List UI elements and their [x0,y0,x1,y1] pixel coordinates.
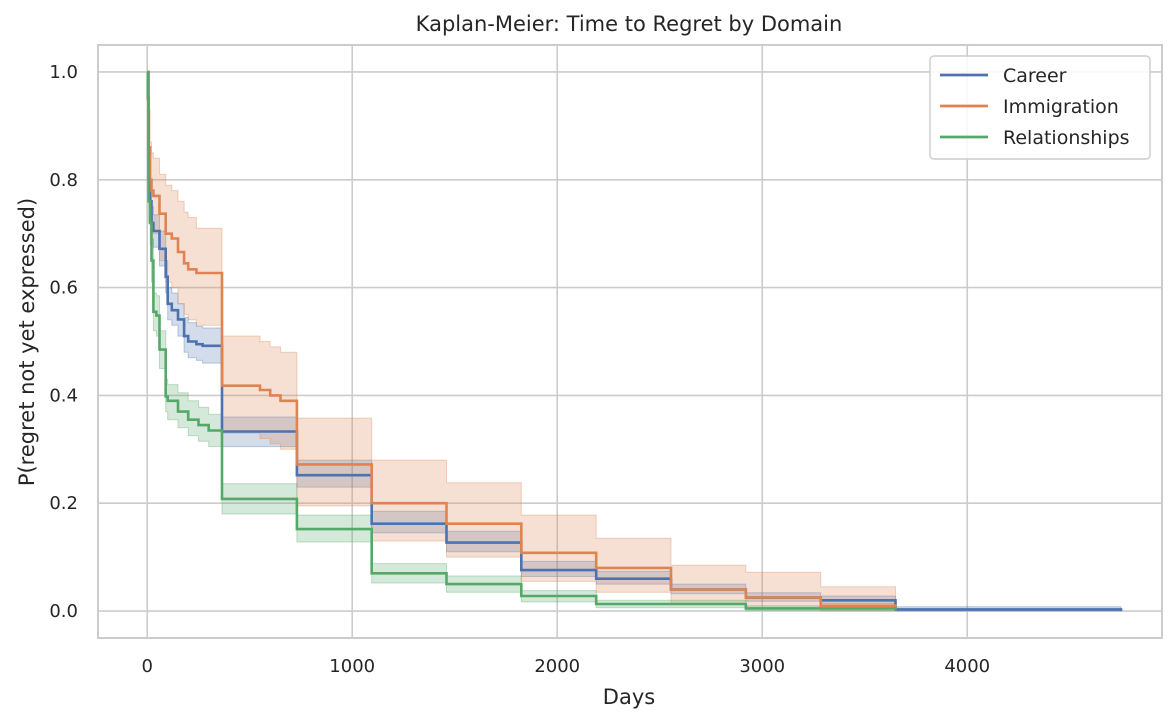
y-tick-label: 0.8 [49,170,78,191]
y-tick-label: 1.0 [49,62,78,83]
y-tick-label: 0.0 [49,601,78,622]
y-tick-label: 0.4 [49,385,78,406]
x-tick-label: 2000 [534,656,580,677]
plot-frame [97,44,1163,639]
survival-curves [146,70,1123,611]
series-line-relationships [146,70,897,611]
x-tick-label: 3000 [739,656,785,677]
tick-labels: 0 1000 2000 3000 4000 0.0 0.2 0.4 0.6 0.8 1.0 [49,62,990,677]
legend-label: Career [1003,65,1067,87]
series-line-immigration [147,70,897,609]
y-tick-label: 0.2 [49,493,78,514]
y-axis-label: P(regret not yet expressed) [15,198,39,486]
legend-box [929,55,1151,160]
x-tick-label: 1000 [329,656,375,677]
legend-label: Immigration [1003,96,1119,118]
legend: Career Immigration Relationships [929,55,1151,160]
grid [98,45,1162,638]
x-axis-label: Days [603,685,655,709]
chart-title: Kaplan-Meier: Time to Regret by Domain [416,12,843,36]
legend-label: Relationships [1003,127,1130,149]
y-tick-label: 0.6 [49,278,78,299]
x-tick-label: 0 [141,656,152,677]
x-tick-label: 4000 [944,656,990,677]
